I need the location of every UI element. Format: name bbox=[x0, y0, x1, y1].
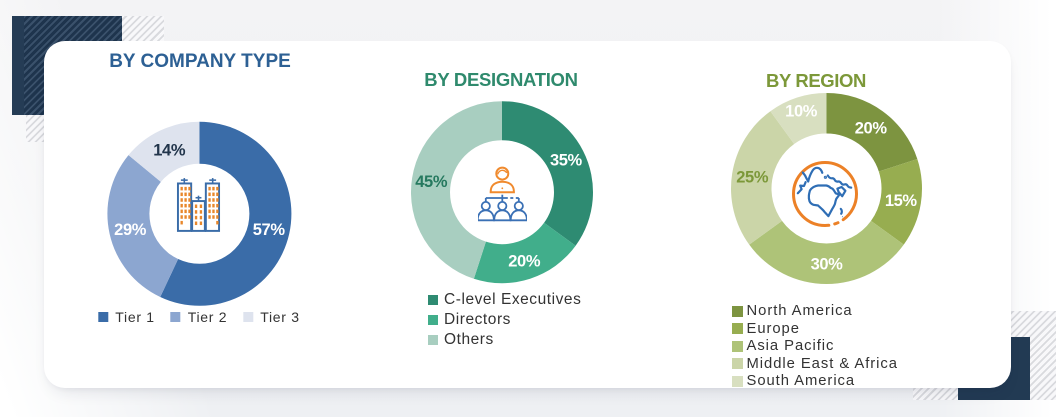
slice-value-label: 20% bbox=[855, 120, 888, 138]
legend-company-type: Tier 1 Tier 2 Tier 3 bbox=[98, 309, 299, 325]
legend-label: Tier 1 bbox=[115, 309, 155, 325]
slice-value-label: 57% bbox=[253, 221, 286, 239]
donut-slice-tier-3 bbox=[128, 121, 200, 182]
legend-label: Tier 3 bbox=[260, 309, 300, 325]
slice-value-label: 30% bbox=[811, 256, 844, 274]
legend-item: Middle East & Africa bbox=[732, 355, 898, 373]
legend-item: Tier 1 bbox=[98, 309, 154, 325]
org-chart-icon bbox=[478, 166, 527, 222]
donut-slice-tier-2 bbox=[107, 155, 179, 298]
slice-value-label: 14% bbox=[153, 141, 186, 159]
donut-slice-asia-pacific bbox=[749, 220, 904, 284]
donut-by-company-type: 57% 29% 14% bbox=[107, 121, 292, 306]
slice-value-label: 15% bbox=[885, 192, 918, 210]
donut-by-region: 20% 15% 30% 25% 10% bbox=[731, 93, 923, 284]
legend-item: Directors bbox=[428, 310, 581, 330]
globe-icon bbox=[789, 158, 861, 230]
legend-label: C-level Executives bbox=[444, 290, 582, 308]
slice-value-label: 35% bbox=[550, 152, 583, 170]
legend-item: Tier 3 bbox=[243, 309, 299, 325]
legend-label: Directors bbox=[444, 310, 511, 328]
legend-item: Tier 2 bbox=[170, 309, 228, 325]
legend-label: North America bbox=[746, 303, 853, 320]
legend-item: C-level Executives bbox=[428, 290, 581, 310]
buildings-icon bbox=[176, 175, 221, 233]
slice-value-label: 29% bbox=[114, 221, 147, 239]
slice-value-label: 45% bbox=[415, 173, 448, 191]
legend-swatch bbox=[732, 323, 743, 335]
legend-swatch bbox=[732, 375, 743, 387]
chart-title-company-type: BY COMPANY TYPE bbox=[109, 51, 291, 72]
legend-item: North America bbox=[732, 303, 898, 321]
legend-region: North America Europe Asia Pacific Middle Ea… bbox=[732, 303, 898, 391]
legend-designation: C-level Executives Directors Others bbox=[428, 290, 581, 350]
slice-value-label: 20% bbox=[508, 252, 541, 270]
slice-value-label: 10% bbox=[785, 102, 818, 120]
donut-slice-tier-1 bbox=[160, 121, 292, 306]
legend-swatch bbox=[428, 334, 438, 345]
legend-label: Asia Pacific bbox=[746, 338, 835, 355]
donut-by-designation: 35% 20% 45% bbox=[410, 101, 594, 284]
chart-title-region: BY REGION bbox=[766, 70, 866, 91]
legend-swatch bbox=[428, 294, 438, 305]
legend-swatch bbox=[170, 312, 181, 322]
legend-swatch bbox=[732, 305, 743, 317]
donut-slice-north-america bbox=[826, 93, 918, 172]
legend-label: Tier 2 bbox=[187, 309, 228, 325]
donut-slice-middle-east-africa bbox=[731, 111, 795, 245]
legend-swatch bbox=[732, 340, 743, 352]
corner-navy-bar-top-left bbox=[12, 16, 24, 115]
donut-slice-c-level-executives bbox=[502, 101, 594, 246]
legend-swatch bbox=[428, 314, 438, 325]
legend-item: Asia Pacific bbox=[732, 338, 898, 356]
donut-slice-europe bbox=[871, 158, 923, 245]
legend-item: South America bbox=[732, 373, 898, 391]
chart-title-designation: BY DESIGNATION bbox=[424, 69, 578, 90]
donut-slice-south-america bbox=[770, 93, 827, 144]
legend-label: Others bbox=[444, 330, 494, 348]
donut-slice-directors bbox=[473, 222, 576, 284]
legend-label: Middle East & Africa bbox=[746, 355, 898, 372]
legend-swatch bbox=[732, 358, 743, 370]
slice-value-label: 25% bbox=[736, 169, 769, 187]
legend-item: Others bbox=[428, 330, 581, 350]
legend-swatch bbox=[243, 312, 254, 322]
legend-label: Europe bbox=[746, 320, 800, 337]
legend-swatch bbox=[98, 312, 109, 322]
legend-label: South America bbox=[746, 373, 856, 390]
legend-item: Europe bbox=[732, 320, 898, 338]
donut-slice-others bbox=[410, 101, 502, 279]
